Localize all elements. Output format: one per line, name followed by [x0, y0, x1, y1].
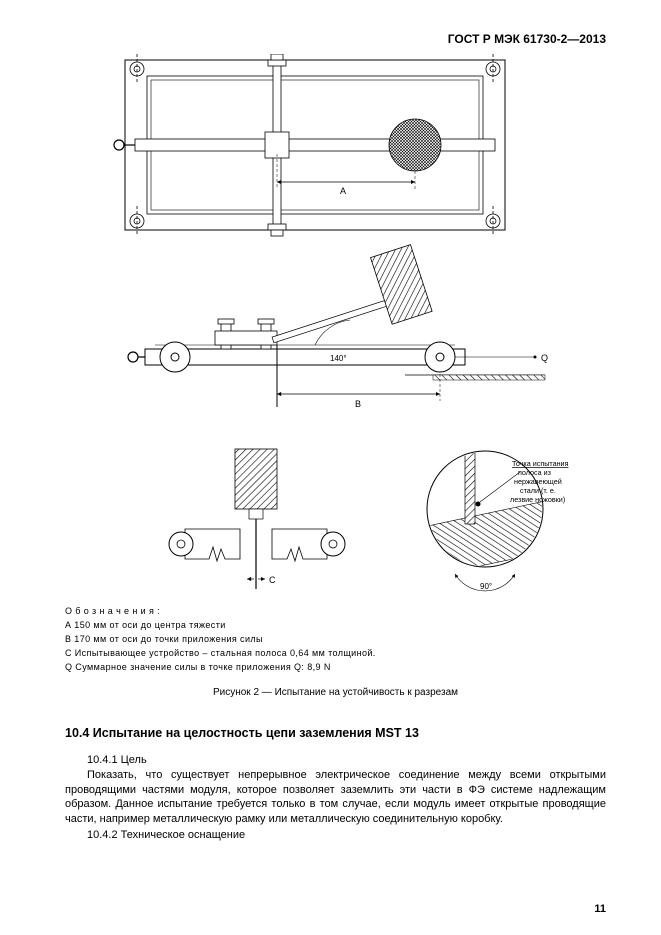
figure-block: A — [65, 54, 606, 599]
section-heading: 10.4 Испытание на целостность цепи зазем… — [65, 726, 606, 740]
figure-legend: О б о з н а ч е н и я : А 150 мм от оси … — [65, 605, 606, 675]
figure-cut-detail: C — [169, 449, 345, 589]
svg-text:Точка испытания: Точка испытания — [512, 459, 569, 468]
legend-line-c: С Испытывающее устройство – стальная пол… — [65, 647, 606, 661]
clause-10-4-1-title: 10.4.1 Цель — [87, 754, 606, 766]
legend-line-q: Q Суммарное значение силы в точке прилож… — [65, 661, 606, 675]
dim-q-label: Q — [541, 353, 548, 363]
detail-text-4: стали (т. е. — [520, 486, 556, 495]
detail-text-2: полоса из — [518, 468, 552, 477]
angle-90-label: 90° — [480, 582, 492, 591]
detail-text-5: лезвие ножовки) — [510, 495, 565, 504]
figure-caption: Рисунок 2 — Испытание на устойчивость к … — [65, 687, 606, 698]
legend-heading: О б о з н а ч е н и я : — [65, 605, 606, 619]
dim-b-label: B — [355, 399, 361, 409]
figure-side-view: 140° Q B — [128, 245, 548, 409]
clause-10-4-1-body: Показать, что существует непрерывное эле… — [65, 768, 606, 827]
legend-line-b: В 170 мм от оси до точки приложения силы — [65, 633, 606, 647]
detail-text-3: нержавеющей — [514, 477, 562, 486]
page-number: 11 — [594, 903, 606, 915]
dim-c-label: C — [269, 575, 276, 585]
angle-140-label: 140° — [330, 354, 347, 363]
detail-text-1: Точка испытания — [512, 459, 569, 468]
figure-detail-circle: Точка испытания полоса из нержавеющей ст… — [410, 444, 577, 591]
legend-line-a: А 150 мм от оси до центра тяжести — [65, 619, 606, 633]
clause-10-4-2-title: 10.4.2 Техническое оснащение — [87, 829, 606, 841]
document-header: ГОСТ Р МЭК 61730-2—2013 — [65, 32, 606, 46]
figure-top-view: A — [114, 54, 505, 236]
dim-a-label: A — [340, 186, 346, 196]
